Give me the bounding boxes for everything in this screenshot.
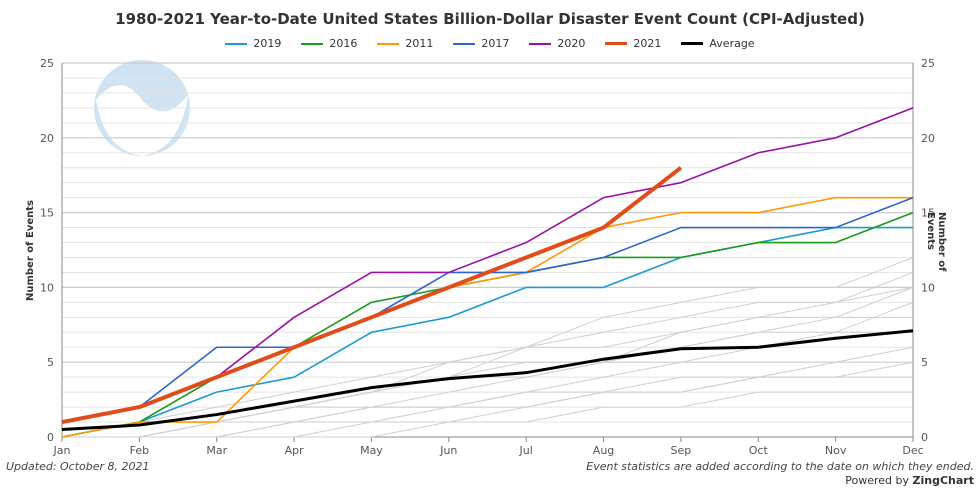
- x-tick-label: Sep: [671, 444, 692, 457]
- y-tick-label-right: 20: [921, 132, 935, 145]
- y-tick-label-left: 10: [40, 281, 54, 294]
- x-tick-label: Feb: [130, 444, 149, 457]
- legend-label: 2017: [481, 37, 510, 50]
- series-line-2019: [61, 226, 913, 438]
- updated-note: Updated: October 8, 2021: [6, 460, 150, 473]
- background-year-line: [62, 257, 914, 438]
- background-year-line: [62, 391, 913, 438]
- y-axis-label-left: Number of Events: [24, 200, 36, 301]
- powered-by[interactable]: Powered by ZingChart: [845, 474, 974, 487]
- legend-swatch: [681, 42, 704, 45]
- legend-item-2021[interactable]: 2021: [605, 37, 661, 50]
- legend-label: 2019: [253, 37, 282, 50]
- legend-swatch: [301, 42, 324, 45]
- legend-item-average[interactable]: Average: [681, 37, 755, 50]
- legend-item-2019[interactable]: 2019: [225, 37, 281, 50]
- y-tick-label-left: 15: [40, 207, 54, 220]
- legend-swatch: [605, 42, 628, 45]
- x-tick-label: Aug: [593, 444, 614, 457]
- y-tick-label-right: 0: [921, 431, 928, 444]
- legend-label: 2011: [405, 37, 434, 50]
- chart-title: 1980-2021 Year-to-Date United States Bil…: [115, 10, 865, 28]
- legend-label: Average: [709, 37, 755, 50]
- x-tick-label: Jan: [53, 444, 71, 457]
- series-line-2011: [61, 196, 913, 438]
- x-tick-label: Apr: [285, 444, 305, 457]
- legend-swatch: [377, 42, 400, 45]
- legend-item-2011[interactable]: 2011: [377, 37, 433, 50]
- legend-label: 2016: [329, 37, 358, 50]
- legend-swatch: [225, 42, 248, 45]
- y-tick-label-right: 15: [921, 207, 935, 220]
- legend-label: 2020: [557, 37, 586, 50]
- zingchart-brand[interactable]: ZingChart: [912, 474, 974, 487]
- x-tick-label: May: [360, 444, 383, 457]
- statistics-note: Event statistics are added according to …: [586, 460, 974, 473]
- x-tick-label: Mar: [206, 444, 227, 457]
- series-line-2021: [61, 166, 683, 425]
- legend-item-2020[interactable]: 2020: [529, 37, 585, 50]
- legend-swatch: [453, 42, 476, 45]
- y-tick-label-right: 25: [921, 57, 935, 70]
- x-tick-label: Jul: [519, 444, 533, 457]
- y-tick-label-left: 20: [40, 132, 54, 145]
- legend-item-2016[interactable]: 2016: [301, 37, 357, 50]
- y-tick-label-right: 5: [921, 356, 928, 369]
- x-tick-label: Oct: [749, 444, 769, 457]
- x-tick-label: Dec: [902, 444, 923, 457]
- y-axis-label-right: Number of Events: [925, 212, 947, 272]
- legend: 2019 2016 2011 2017 2020 2021 Average: [0, 37, 980, 50]
- y-tick-label-right: 10: [921, 281, 935, 294]
- legend-label: 2021: [633, 37, 662, 50]
- legend-swatch: [529, 42, 552, 45]
- x-tick-label: Nov: [825, 444, 847, 457]
- powered-by-prefix: Powered by: [845, 474, 913, 487]
- y-tick-label-left: 5: [47, 356, 54, 369]
- y-tick-label-left: 25: [40, 57, 54, 70]
- x-tick-label: Jun: [439, 444, 457, 457]
- series-line-average: [61, 329, 914, 432]
- y-tick-label-left: 0: [47, 431, 54, 444]
- legend-item-2017[interactable]: 2017: [453, 37, 509, 50]
